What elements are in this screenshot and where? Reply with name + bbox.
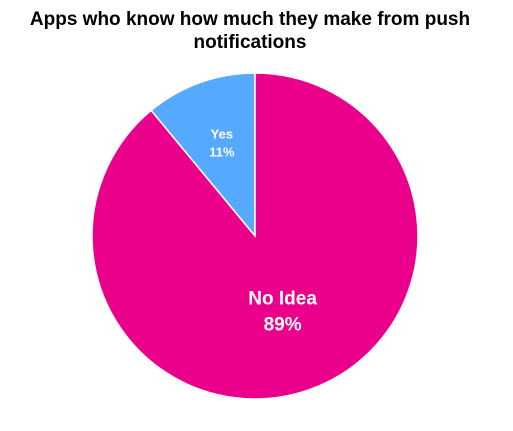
chart-title: Apps who know how much they make from pu… (29, 9, 471, 53)
pie-slice (150, 72, 256, 239)
slice-value-label: 11% (209, 144, 235, 159)
slice-category-label: No Idea (248, 289, 317, 310)
slice-value-label: 89% (264, 315, 302, 336)
slice-category-label: Yes (211, 126, 233, 141)
pie-slice (91, 72, 419, 400)
